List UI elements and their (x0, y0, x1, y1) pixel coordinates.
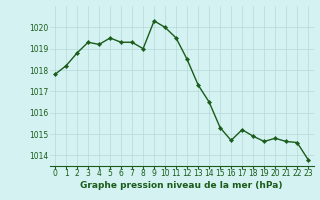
X-axis label: Graphe pression niveau de la mer (hPa): Graphe pression niveau de la mer (hPa) (80, 181, 283, 190)
